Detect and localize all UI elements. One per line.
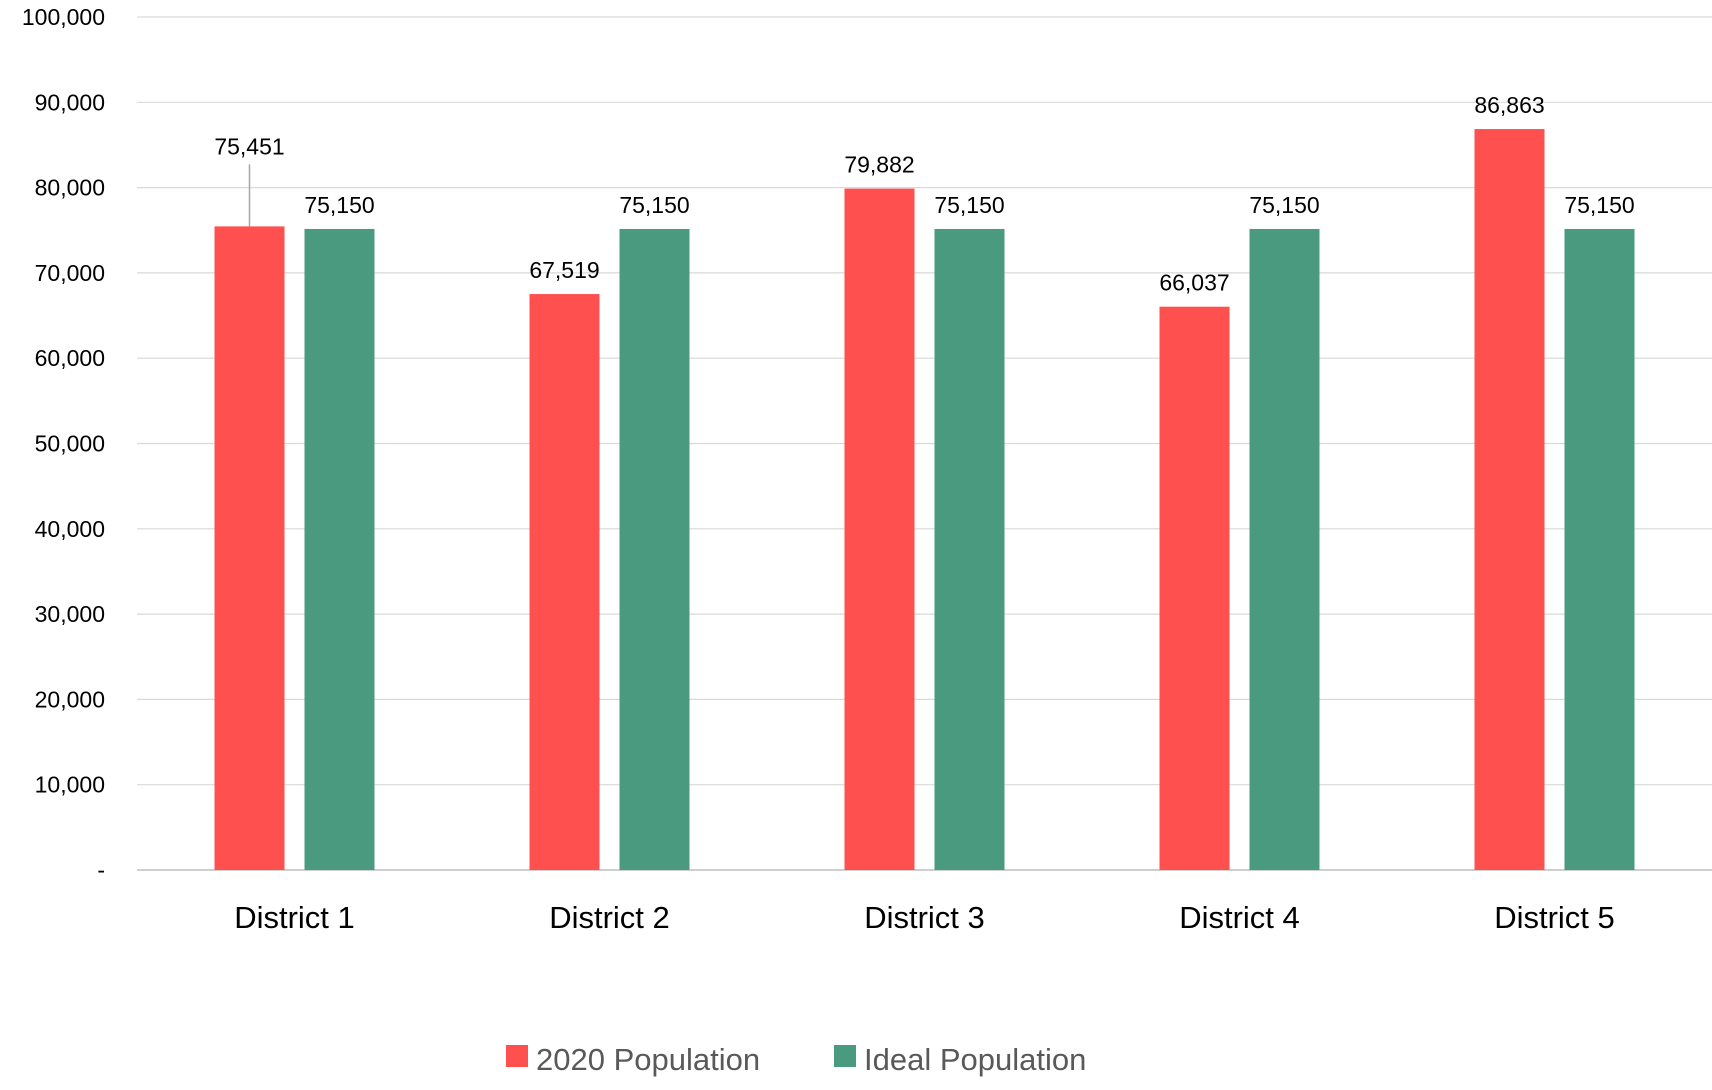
- y-tick-label: 20,000: [35, 686, 105, 712]
- legend: 2020 Population Ideal Population: [506, 1042, 1086, 1077]
- x-axis: District 1 District 2 District 3 District 4…: [234, 900, 1615, 935]
- data-label: 75,150: [934, 192, 1004, 218]
- bar: [1564, 228, 1635, 870]
- data-label: 66,037: [1159, 270, 1229, 296]
- y-tick-label: 80,000: [35, 175, 105, 201]
- y-tick-label: 70,000: [35, 260, 105, 286]
- bar: [934, 228, 1005, 870]
- y-tick-label: 30,000: [35, 601, 105, 627]
- x-tick-label: District 1: [234, 900, 355, 935]
- bar: [1474, 129, 1545, 871]
- bar: [619, 228, 690, 870]
- bars: [214, 129, 1635, 871]
- y-tick-label: 50,000: [35, 431, 105, 457]
- y-tick-label: -: [97, 857, 105, 883]
- data-label: 75,150: [619, 192, 689, 218]
- x-tick-label: District 2: [549, 900, 670, 935]
- bar: [1249, 228, 1320, 870]
- x-tick-label: District 4: [1179, 900, 1300, 935]
- data-label: 79,882: [844, 152, 914, 178]
- y-tick-label: 100,000: [22, 4, 105, 30]
- y-tick-label: 60,000: [35, 345, 105, 371]
- legend-swatch: [834, 1045, 856, 1067]
- data-label: 67,519: [529, 257, 599, 283]
- x-tick-label: District 3: [864, 900, 985, 935]
- bar: [304, 228, 375, 870]
- legend-swatch: [506, 1045, 528, 1067]
- y-tick-label: 90,000: [35, 89, 105, 115]
- y-tick-label: 10,000: [35, 772, 105, 798]
- bar: [1159, 306, 1230, 871]
- bar: [844, 188, 915, 870]
- data-labels: 75,451 75,150 67,519 75,150 79,882 75,150 66,0…: [214, 92, 1634, 296]
- bar: [529, 294, 600, 870]
- data-label: 75,451: [214, 133, 284, 159]
- bar: [214, 226, 285, 871]
- data-label: 86,863: [1474, 92, 1544, 118]
- data-label: 75,150: [1564, 192, 1634, 218]
- legend-label: Ideal Population: [864, 1042, 1086, 1077]
- legend-label: 2020 Population: [536, 1042, 760, 1077]
- gridlines: [137, 16, 1712, 871]
- data-label: 75,150: [304, 192, 374, 218]
- y-axis: - 10,000 20,000 30,000 40,000 50,000 60,000 70,…: [22, 4, 105, 883]
- x-tick-label: District 5: [1494, 900, 1615, 935]
- y-tick-label: 40,000: [35, 516, 105, 542]
- data-label: 75,150: [1249, 192, 1319, 218]
